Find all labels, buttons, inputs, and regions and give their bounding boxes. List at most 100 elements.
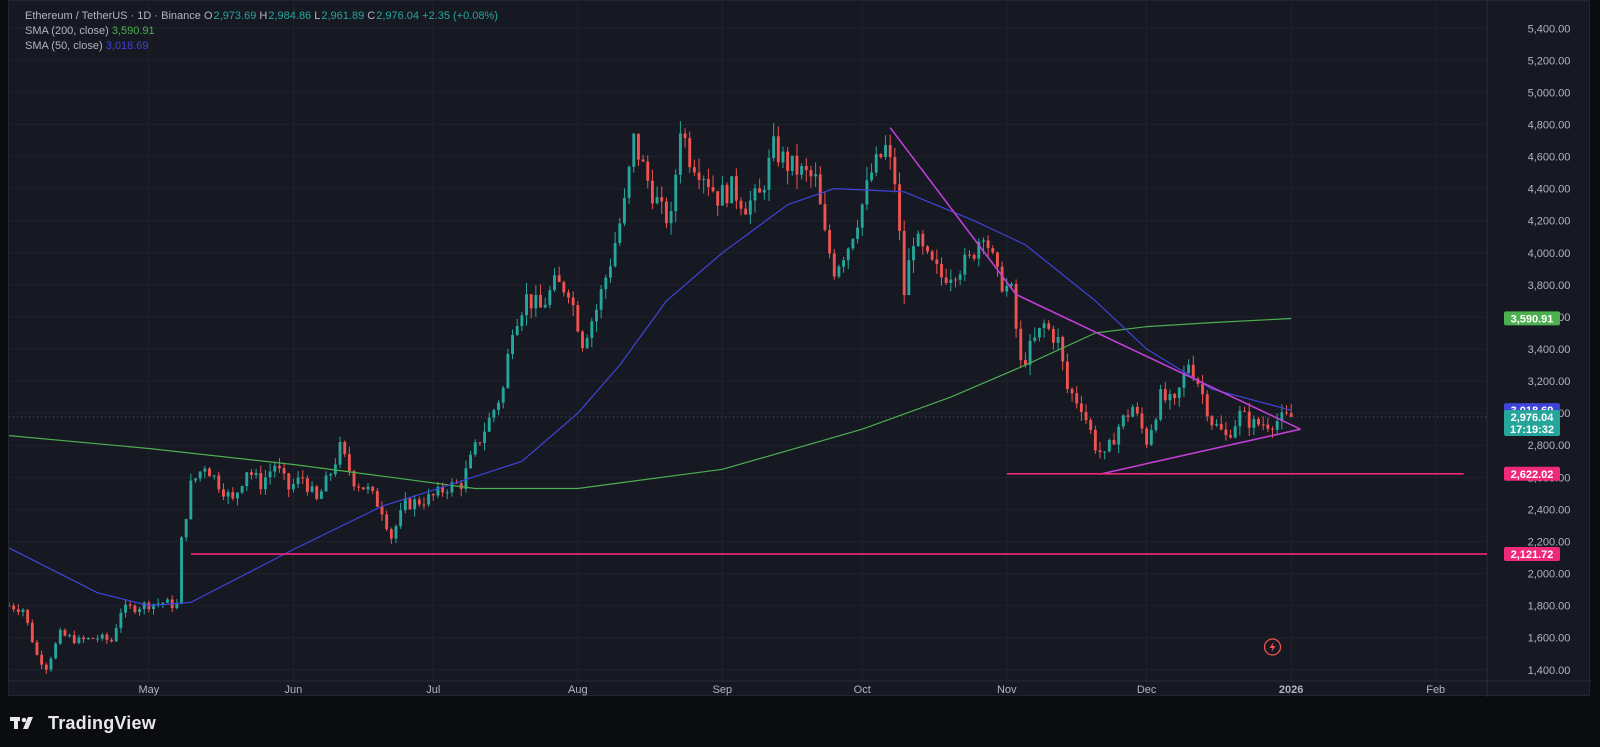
candle: [786, 147, 790, 185]
candle-body: [1285, 412, 1288, 414]
candle: [520, 311, 524, 332]
candle: [119, 608, 123, 633]
x-tick-label: Sep: [713, 684, 733, 696]
candle-body: [940, 263, 943, 278]
candle: [898, 172, 901, 241]
candle-body: [758, 188, 762, 193]
candle-body: [814, 174, 818, 177]
candle: [21, 608, 25, 617]
price-badge: 3,590.91: [1504, 311, 1560, 326]
candle: [385, 510, 389, 532]
candle: [1061, 335, 1065, 371]
candle-body: [804, 165, 808, 171]
tradingview-brand[interactable]: TradingView: [48, 712, 156, 733]
candle-body: [1280, 412, 1284, 422]
candle: [63, 628, 67, 637]
y-tick-label: 5,400.00: [1528, 23, 1571, 35]
candle-body: [1061, 336, 1065, 362]
ohlc-high: H2,984.86: [259, 10, 312, 22]
candle: [1191, 355, 1195, 382]
candle: [1033, 327, 1037, 343]
candle: [259, 465, 263, 495]
candle-body: [1084, 412, 1088, 421]
candle: [860, 203, 864, 236]
candle-body: [268, 471, 272, 478]
event-marker-icon[interactable]: [1263, 638, 1282, 656]
candle-body: [874, 154, 878, 173]
candle-body: [35, 642, 39, 655]
candle: [772, 123, 776, 162]
candle: [287, 472, 291, 498]
legend-sma200[interactable]: SMA (200, close) 3,590.91: [25, 24, 498, 39]
candle-body: [832, 253, 836, 277]
candle-body: [1219, 423, 1223, 430]
candle: [753, 184, 757, 213]
candle-body: [1173, 394, 1177, 398]
candle-body: [175, 603, 179, 609]
sma50-label: SMA (50, close): [25, 40, 103, 52]
candle-body: [497, 402, 501, 411]
candle-body: [720, 184, 724, 206]
candle: [1196, 376, 1200, 388]
candle-body: [907, 260, 911, 296]
candle-body: [464, 468, 468, 489]
candle: [310, 481, 314, 494]
candle-body: [371, 486, 375, 491]
candle-body: [236, 492, 239, 499]
candle-body: [590, 321, 594, 338]
candle: [902, 220, 906, 304]
legend-sma50[interactable]: SMA (50, close) 3,018.69: [25, 39, 498, 54]
candle-body: [823, 204, 827, 231]
candle: [1019, 320, 1023, 368]
tradingview-logo-icon: [10, 717, 33, 729]
candle: [100, 633, 104, 641]
candle-body: [1224, 429, 1228, 436]
candle: [1065, 353, 1069, 394]
candle: [333, 458, 337, 477]
price-badge-bg: [1504, 410, 1560, 437]
symbol-title[interactable]: Ethereum / TetherUS · 1D · Binance: [25, 10, 201, 22]
candle-body: [77, 637, 81, 644]
candle: [501, 385, 505, 409]
candle-body: [692, 167, 696, 173]
candle: [58, 627, 62, 645]
candle-body: [1135, 406, 1139, 414]
candle-body: [124, 604, 128, 613]
candle: [944, 268, 948, 285]
candle-body: [669, 211, 673, 224]
candle: [366, 483, 370, 494]
candle: [590, 317, 594, 348]
candle: [1126, 409, 1130, 422]
candle: [1037, 327, 1041, 342]
candle: [804, 158, 808, 182]
candle: [702, 175, 706, 194]
candle-body: [492, 410, 496, 418]
candle-body: [678, 133, 682, 175]
price-chart[interactable]: 1,400.00 1,600.00 1,800.00 2,000.00 2,200.00…: [9, 1, 1591, 697]
candle: [1093, 425, 1097, 455]
candle-body: [156, 603, 160, 605]
candle: [469, 450, 473, 469]
candle-body: [506, 353, 510, 388]
y-tick-label: 4,000.00: [1528, 248, 1571, 260]
candle: [604, 274, 608, 299]
candle: [1261, 416, 1265, 431]
candle-body: [1145, 428, 1149, 445]
candle: [949, 269, 953, 292]
candle-body: [1000, 266, 1004, 292]
candle-body: [963, 254, 967, 275]
candle: [375, 487, 379, 508]
candle-body: [511, 334, 514, 354]
candle-body: [212, 475, 216, 477]
candle: [585, 334, 589, 350]
candle: [1233, 419, 1237, 439]
candle: [655, 186, 659, 205]
candle-body: [553, 275, 556, 291]
candle: [1219, 415, 1223, 431]
candle-body: [795, 155, 799, 175]
candle: [361, 487, 365, 490]
candle-body: [1154, 419, 1158, 431]
candle-body: [1177, 387, 1181, 398]
chart-frame[interactable]: 1,400.00 1,600.00 1,800.00 2,000.00 2,200.00…: [8, 0, 1591, 697]
candle-body: [21, 609, 25, 613]
